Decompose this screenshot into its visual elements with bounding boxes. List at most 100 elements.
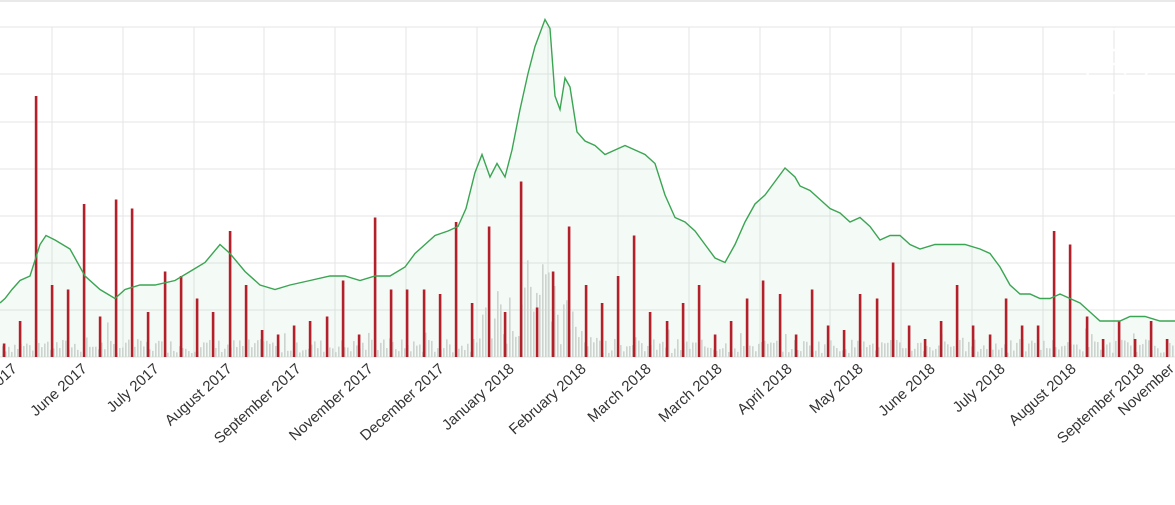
background-volume-bar [515, 336, 517, 357]
background-volume-bar [863, 341, 865, 357]
x-tick-label: July 2018 [950, 360, 1009, 416]
price-line [0, 17, 1175, 322]
background-volume-bar [263, 341, 265, 357]
background-volume-bar [653, 339, 655, 357]
background-volume-bar [518, 336, 520, 357]
background-volume-bar [446, 339, 448, 357]
background-volume-bar [968, 341, 970, 357]
background-volume-bar [152, 350, 154, 357]
background-volume-bar [236, 347, 238, 357]
background-volume-bar [710, 347, 712, 357]
background-volume-bar [575, 326, 577, 357]
background-volume-bar [479, 338, 481, 357]
background-volume-bar [1091, 334, 1093, 357]
background-volume-bar [1115, 340, 1117, 357]
background-volume-bar [296, 342, 298, 357]
background-volume-bar [833, 345, 835, 357]
background-volume-bar [854, 347, 856, 357]
background-volume-bar [821, 352, 823, 357]
background-volume-bar [1061, 346, 1063, 357]
background-volume-bar [749, 345, 751, 357]
background-volume-bar [1124, 340, 1126, 357]
background-volume-bar [836, 348, 838, 357]
background-volume-bar [302, 350, 304, 357]
background-volume-bar [977, 351, 979, 357]
background-volume-bar [716, 350, 718, 357]
background-volume-bar [1163, 352, 1165, 357]
volume-bar [1165, 339, 1169, 357]
background-volume-bar [1013, 350, 1015, 357]
volume-bar [276, 334, 280, 357]
background-volume-bar [848, 352, 850, 357]
volume-bar [405, 289, 409, 357]
background-volume-bar [1082, 351, 1084, 357]
background-volume-bar [932, 350, 934, 357]
background-volume-bar [371, 339, 373, 357]
background-volume-bar [611, 350, 613, 357]
volume-bar [1068, 244, 1072, 357]
background-volume-bar [206, 342, 208, 357]
background-volume-bar [170, 341, 172, 357]
volume-bar [1020, 325, 1024, 357]
background-volume-bar [1067, 342, 1069, 357]
background-volume-bar [500, 304, 502, 357]
background-volume-bar [1154, 345, 1156, 357]
background-volume-bar [128, 339, 130, 357]
background-volume-bar [899, 342, 901, 357]
volume-bar [341, 280, 345, 357]
background-volume-bar [767, 343, 769, 357]
background-volume-bar [623, 351, 625, 357]
volume-bar [1101, 339, 1105, 357]
background-volume-bar [734, 348, 736, 357]
background-volume-bar [776, 340, 778, 357]
background-volume-bar [1076, 344, 1078, 357]
background-volume-bar [344, 347, 346, 357]
volume-bar [1004, 298, 1008, 357]
background-volume-bar [134, 346, 136, 357]
background-volume-bar [17, 349, 19, 357]
background-volume-bar [872, 343, 874, 357]
background-volume-bar [335, 352, 337, 357]
background-volume-bar [1106, 344, 1108, 357]
background-volume-bar [599, 340, 601, 357]
background-volume-bar [194, 351, 196, 357]
background-volume-bar [737, 351, 739, 357]
watermark-logo [1083, 27, 1151, 95]
x-tick-label: July 2017 [104, 360, 163, 416]
background-volume-bar [533, 311, 535, 357]
background-volume-bar [449, 344, 451, 357]
background-volume-bar [1112, 352, 1114, 357]
background-volume-bar [719, 349, 721, 357]
background-volume-bar [77, 349, 79, 357]
background-volume-bar [32, 350, 34, 357]
background-volume-bar [119, 347, 121, 357]
background-volume-bar [1019, 339, 1021, 357]
volume-bar [907, 325, 911, 357]
background-volume-bar [272, 342, 274, 357]
volume-bar [858, 294, 862, 357]
background-volume-bar [419, 344, 421, 357]
background-volume-bar [353, 341, 355, 357]
background-volume-bar [638, 340, 640, 357]
x-tick-label: February 2018 [506, 360, 590, 438]
volume-bar [308, 321, 312, 357]
volume-bar [260, 330, 264, 357]
background-volume-bar [137, 339, 139, 357]
background-volume-bar [869, 344, 871, 357]
x-tick-label: June 2017 [27, 360, 90, 420]
background-volume-bar [587, 346, 589, 357]
background-volume-bar [1139, 344, 1141, 357]
volume-bar [810, 289, 814, 357]
background-volume-bar [413, 341, 415, 357]
price-line-layer [0, 17, 1175, 322]
background-volume-bar [1121, 339, 1123, 357]
background-volume-bar [182, 348, 184, 357]
background-volume-bar [857, 340, 859, 357]
volume-bar [1036, 325, 1040, 357]
background-volume-bar [155, 343, 157, 357]
background-volume-bar [368, 332, 370, 357]
background-volume-bar [530, 286, 532, 357]
background-volume-bar [542, 264, 544, 357]
background-volume-bar [788, 352, 790, 357]
